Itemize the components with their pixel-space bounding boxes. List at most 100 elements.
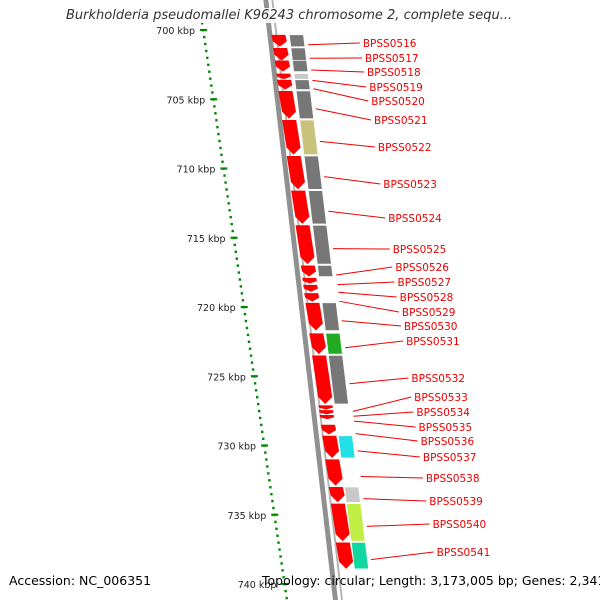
cog-block <box>317 265 334 277</box>
ruler-dot <box>269 486 272 489</box>
gene-arrow <box>319 410 334 415</box>
ruler-dot <box>223 174 226 177</box>
gene-arrow <box>330 503 350 542</box>
cog-block <box>325 333 343 355</box>
ruler-dot <box>247 340 251 344</box>
ruler-dot <box>285 596 288 600</box>
ruler-dot <box>236 264 240 267</box>
ruler-tick-label: 720 kbp <box>197 303 236 314</box>
label-leader <box>308 42 360 46</box>
gene-label: BPSS0520 <box>371 96 425 108</box>
ruler-dot <box>209 77 212 80</box>
gene-arrow <box>325 459 343 486</box>
cog-block <box>299 119 319 155</box>
ruler-dot <box>207 63 210 67</box>
ruler-dot <box>275 527 278 530</box>
ruler-tick-label: 700 kbp <box>156 26 195 37</box>
ruler-dot <box>203 35 206 39</box>
label-leader <box>312 79 367 88</box>
gene-label: BPSS0535 <box>419 422 473 434</box>
gene-label: BPSS0518 <box>367 67 421 79</box>
ruler-dot <box>255 396 259 399</box>
cog-block <box>290 47 307 61</box>
ruler-dot <box>272 506 275 510</box>
ruler-dot <box>234 250 237 253</box>
gene-arrow <box>291 190 310 224</box>
gene-label: BPSS0519 <box>369 82 423 94</box>
cog-block <box>328 355 349 405</box>
label-leader <box>315 108 372 121</box>
ruler-dot <box>239 285 243 288</box>
label-leader <box>370 551 434 561</box>
ruler-dot <box>274 520 277 524</box>
ruler-dot <box>265 458 268 461</box>
cog-block <box>344 486 361 503</box>
gene-label: BPSS0527 <box>398 277 452 289</box>
ruler-dot <box>206 56 209 60</box>
gene-label: BPSS0523 <box>383 179 437 191</box>
ruler-dot <box>237 271 241 274</box>
label-leader <box>355 433 418 442</box>
label-leader <box>339 300 399 313</box>
gene-arrow <box>276 73 291 80</box>
gene-label: BPSS0529 <box>402 307 456 319</box>
gene-label: BPSS0531 <box>406 336 460 348</box>
ruler-dot <box>264 451 267 454</box>
gene-arrow <box>304 293 320 302</box>
label-leader <box>363 498 427 502</box>
ruler-dot <box>254 389 258 392</box>
gene-label: BPSS0521 <box>374 115 428 127</box>
ruler-dot <box>253 382 257 385</box>
ruler-dot <box>226 195 229 198</box>
ruler-dot <box>249 354 253 357</box>
cog-block <box>346 503 366 542</box>
ruler-dot <box>262 437 265 440</box>
cog-block <box>295 90 314 119</box>
ruler-dot <box>224 181 227 184</box>
gene-arrow <box>318 405 333 410</box>
ruler-dot <box>216 125 219 129</box>
ruler-dot <box>205 49 208 53</box>
gene-label: BPSS0516 <box>363 38 417 50</box>
ruler-dot <box>208 70 211 73</box>
ruler-dot <box>214 112 217 115</box>
label-leader <box>344 340 404 349</box>
ruler-dot <box>231 229 234 233</box>
gene-label: BPSS0526 <box>395 262 449 274</box>
ruler-dot <box>260 423 263 427</box>
ruler-dot <box>270 492 273 496</box>
ruler-dot <box>250 361 254 364</box>
ruler-tick-label: 730 kbp <box>217 442 256 453</box>
ruler-dot <box>248 347 252 350</box>
ruler-dot <box>246 333 250 337</box>
ruler-dot <box>238 278 242 281</box>
ruler-dot <box>200 22 204 25</box>
ruler-dot <box>259 416 262 420</box>
ruler-tick-label: 710 kbp <box>177 165 216 176</box>
ruler-dot <box>221 160 224 163</box>
gene-arrow <box>295 225 315 265</box>
gene-arrow <box>322 435 340 458</box>
ruler-dot <box>230 222 233 226</box>
ruler-dot <box>278 548 281 551</box>
ruler-dot <box>229 215 232 219</box>
label-leader <box>341 320 401 327</box>
label-leader <box>311 69 365 73</box>
gene-label: BPSS0541 <box>437 547 491 559</box>
gene-arrow <box>305 302 323 331</box>
gene-arrow <box>277 79 293 90</box>
ruler-dot <box>240 292 244 295</box>
ruler-tick-label: 715 kbp <box>187 234 226 245</box>
gene-arrow <box>278 90 296 119</box>
accession-text: Accession: NC_006351 <box>9 573 152 588</box>
ruler-dot <box>271 499 274 503</box>
backbone-line <box>263 0 338 600</box>
gene-arrow <box>271 34 287 47</box>
label-leader <box>313 88 369 102</box>
ruler-dot <box>277 541 280 544</box>
label-leader <box>338 291 397 298</box>
cog-block <box>350 542 369 570</box>
ruler-dot <box>279 555 282 558</box>
